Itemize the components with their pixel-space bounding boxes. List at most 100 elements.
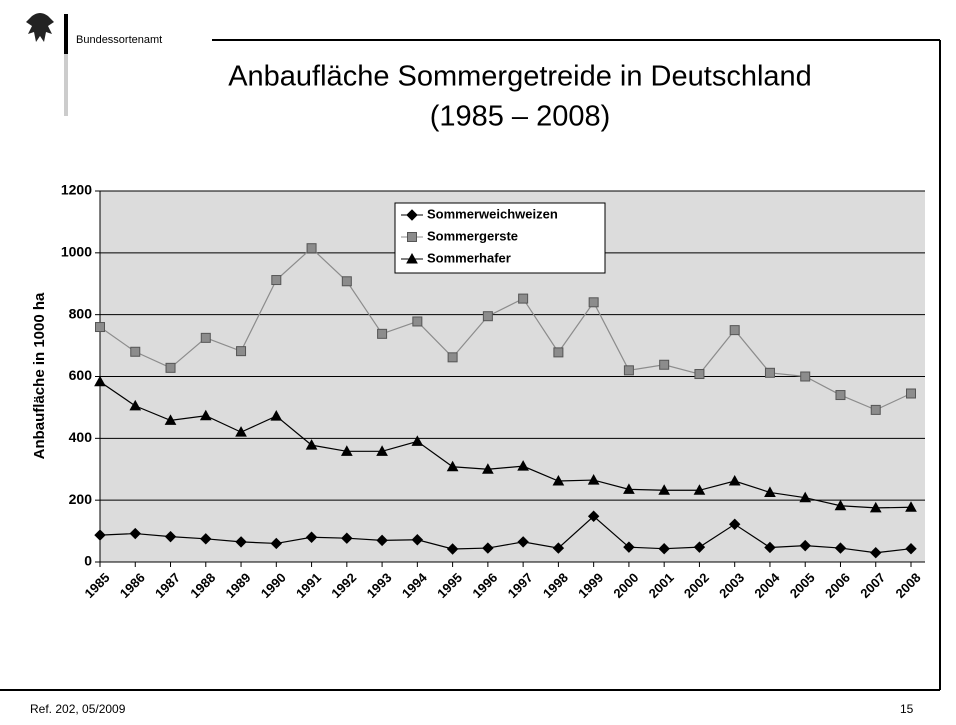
point bbox=[693, 541, 706, 553]
x-tick-label: 1991 bbox=[293, 570, 324, 601]
point bbox=[552, 474, 565, 486]
point bbox=[376, 445, 388, 456]
point bbox=[341, 276, 352, 287]
point bbox=[446, 460, 459, 472]
point bbox=[835, 390, 846, 401]
x-tick-label: 2001 bbox=[646, 570, 677, 601]
point bbox=[270, 537, 283, 550]
point bbox=[517, 460, 529, 471]
point bbox=[235, 426, 247, 437]
y-tick-label: 200 bbox=[69, 491, 93, 507]
point bbox=[340, 445, 353, 456]
point bbox=[235, 536, 247, 548]
x-tick-label: 1987 bbox=[152, 570, 183, 601]
point bbox=[623, 541, 635, 553]
point bbox=[623, 483, 635, 494]
point bbox=[270, 410, 283, 421]
point bbox=[552, 542, 565, 554]
x-tick-label: 1989 bbox=[223, 570, 254, 601]
point bbox=[305, 531, 318, 543]
point bbox=[236, 346, 247, 357]
point bbox=[728, 518, 741, 530]
x-tick-label: 1993 bbox=[364, 570, 395, 601]
y-axis-label: Anbaufläche in 1000 ha bbox=[31, 292, 48, 459]
point bbox=[869, 501, 882, 513]
x-tick-label: 2003 bbox=[716, 570, 747, 601]
point bbox=[623, 365, 634, 376]
x-tick-label: 1998 bbox=[540, 570, 571, 601]
point bbox=[411, 435, 424, 446]
legend-marker bbox=[407, 232, 417, 242]
bar-black bbox=[64, 14, 68, 54]
point bbox=[411, 534, 424, 546]
point bbox=[199, 409, 212, 421]
x-tick-label: 1994 bbox=[399, 569, 431, 601]
y-tick-label: 1200 bbox=[61, 182, 92, 198]
y-tick-label: 0 bbox=[84, 553, 92, 569]
point bbox=[95, 322, 105, 333]
x-tick-label: 1997 bbox=[505, 570, 536, 601]
logo bbox=[26, 13, 54, 42]
point bbox=[659, 359, 670, 370]
legend-marker bbox=[406, 252, 418, 264]
point bbox=[446, 543, 459, 555]
x-tick-label: 2008 bbox=[892, 570, 923, 601]
x-tick-label: 2005 bbox=[787, 570, 818, 601]
point bbox=[834, 499, 847, 511]
x-tick-label: 1990 bbox=[258, 570, 289, 601]
x-tick-label: 2000 bbox=[610, 570, 641, 601]
legend-label: Sommerweichweizen bbox=[427, 206, 558, 221]
x-tick-label: 2004 bbox=[751, 569, 783, 601]
x-tick-label: 2006 bbox=[822, 570, 853, 601]
point bbox=[518, 293, 529, 304]
legend-marker bbox=[406, 209, 418, 221]
point bbox=[693, 484, 706, 495]
x-tick-label: 1995 bbox=[434, 570, 465, 601]
point bbox=[341, 532, 353, 544]
series-line bbox=[99, 515, 912, 554]
legend-box bbox=[394, 202, 606, 274]
point bbox=[694, 369, 705, 380]
point bbox=[588, 297, 599, 308]
point bbox=[658, 484, 671, 495]
point bbox=[764, 541, 776, 554]
point bbox=[728, 474, 741, 486]
x-tick-label: 2002 bbox=[681, 570, 712, 601]
point bbox=[764, 486, 776, 497]
org-name: Bundessortenamt bbox=[76, 34, 162, 46]
point bbox=[447, 352, 458, 363]
point bbox=[906, 388, 916, 399]
point bbox=[130, 346, 141, 357]
point bbox=[306, 243, 317, 254]
point bbox=[129, 399, 142, 411]
point bbox=[870, 404, 881, 415]
point bbox=[800, 371, 811, 382]
point bbox=[412, 316, 423, 327]
point bbox=[905, 542, 917, 555]
x-tick-label: 1992 bbox=[328, 570, 359, 601]
point bbox=[164, 414, 177, 425]
y-tick-label: 1000 bbox=[61, 244, 92, 260]
point bbox=[377, 328, 388, 339]
x-tick-label: 1985 bbox=[81, 570, 112, 601]
point bbox=[658, 542, 670, 555]
legend-label: Sommergerste bbox=[427, 228, 518, 243]
series-line bbox=[99, 247, 912, 411]
point bbox=[905, 501, 917, 512]
point bbox=[482, 542, 494, 554]
point bbox=[129, 527, 141, 540]
series-line bbox=[99, 381, 912, 509]
bar-gray bbox=[64, 54, 68, 116]
point bbox=[305, 439, 318, 450]
point bbox=[587, 510, 600, 522]
legend-label: Sommerhafer bbox=[427, 250, 511, 265]
chart-subtitle: (1985 – 2008) bbox=[430, 101, 611, 133]
x-tick-label: 1996 bbox=[469, 570, 500, 601]
point bbox=[94, 375, 106, 387]
point bbox=[587, 474, 600, 485]
point bbox=[164, 530, 177, 543]
x-tick-label: 1986 bbox=[117, 570, 148, 601]
point bbox=[376, 534, 388, 547]
point bbox=[870, 547, 882, 559]
